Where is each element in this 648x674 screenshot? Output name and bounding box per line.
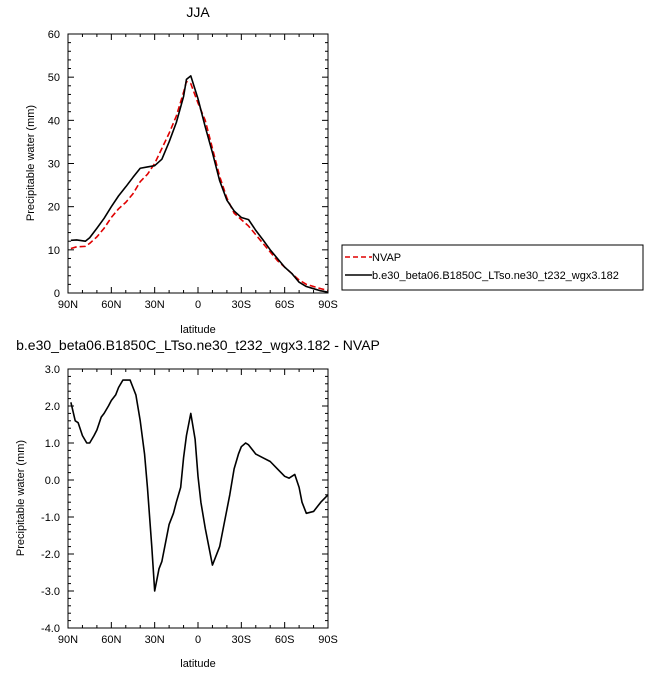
- x-tick-label: 30N: [145, 299, 165, 311]
- series-line-model: [70, 75, 329, 293]
- y-tick-label: 20: [48, 202, 60, 214]
- x-tick-label: 90S: [318, 299, 338, 311]
- x-tick-label: 30S: [232, 634, 252, 646]
- x-tick-label: 90N: [58, 299, 78, 311]
- top-x-axis-label: latitude: [180, 324, 215, 336]
- x-tick-label: 60N: [101, 634, 121, 646]
- x-tick-label: 90S: [318, 634, 338, 646]
- bottom-chart-title: b.e30_beta06.B1850C_LTso.ne30_t232_wgx3.…: [16, 337, 380, 353]
- top-panel: JJA Precipitable water (mm) latitude 90N…: [25, 4, 644, 336]
- y-tick-label: 2.0: [45, 401, 60, 413]
- y-tick-label: -2.0: [41, 549, 60, 561]
- y-tick-label: 50: [48, 72, 60, 84]
- legend: NVAP b.e30_beta06.B1850C_LTso.ne30_t232_…: [341, 244, 644, 291]
- y-tick-label: 60: [48, 29, 60, 41]
- bottom-plot-area: [70, 379, 329, 592]
- top-chart-title: JJA: [186, 4, 210, 20]
- y-tick-label: 30: [48, 159, 60, 171]
- y-tick-label: -1.0: [41, 512, 60, 524]
- top-y-axis-label: Precipitable water (mm): [25, 105, 37, 221]
- y-tick-label: -4.0: [41, 623, 60, 635]
- y-tick-label: 1.0: [45, 438, 60, 450]
- y-tick-label: 3.0: [45, 364, 60, 376]
- y-tick-label: 0: [54, 288, 60, 300]
- y-tick-label: 0.0: [45, 475, 60, 487]
- bottom-axis-ticks: [67, 368, 329, 629]
- bottom-x-tick-labels: 90N 60N 30N 0 30S 60S 90S: [58, 634, 338, 646]
- bottom-y-axis-label: Precipitable water (mm): [15, 440, 27, 556]
- bottom-y-tick-labels: 3.0 2.0 1.0 0.0 -1.0 -2.0 -3.0 -4.0: [41, 364, 60, 635]
- legend-label-nvap: NVAP: [372, 252, 401, 264]
- top-plot-frame: [67, 33, 329, 294]
- x-tick-label: 0: [195, 299, 201, 311]
- top-axis-ticks: [67, 33, 329, 294]
- x-tick-label: 60S: [275, 634, 295, 646]
- series-line-difference: [70, 379, 329, 592]
- x-tick-label: 60S: [275, 299, 295, 311]
- x-tick-label: 30S: [232, 299, 252, 311]
- y-tick-label: 10: [48, 245, 60, 257]
- x-tick-label: 30N: [145, 634, 165, 646]
- y-tick-label: 40: [48, 115, 60, 127]
- x-tick-label: 90N: [58, 634, 78, 646]
- top-y-tick-labels: 0 10 20 30 40 50 60: [48, 29, 60, 300]
- bottom-x-axis-label: latitude: [180, 658, 215, 670]
- y-tick-label: -3.0: [41, 586, 60, 598]
- x-tick-label: 60N: [101, 299, 121, 311]
- top-x-tick-labels: 90N 60N 30N 0 30S 60S 90S: [58, 299, 338, 311]
- top-plot-area: [70, 75, 329, 293]
- x-tick-label: 0: [195, 634, 201, 646]
- legend-box: [341, 244, 644, 291]
- bottom-panel: b.e30_beta06.B1850C_LTso.ne30_t232_wgx3.…: [15, 337, 380, 670]
- legend-label-model: b.e30_beta06.B1850C_LTso.ne30_t232_wgx3.…: [372, 270, 619, 282]
- series-line-nvap: [70, 80, 329, 292]
